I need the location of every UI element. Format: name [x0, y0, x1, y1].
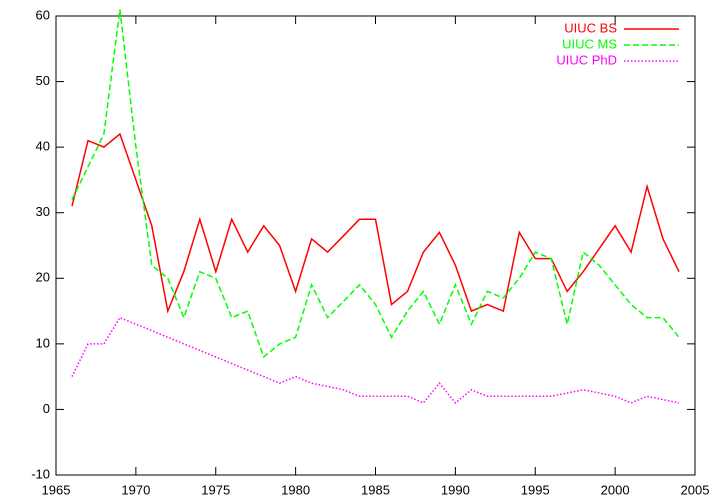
series-line: [71, 9, 680, 359]
y-tick-label: 50: [36, 73, 50, 88]
x-tick-label: 1975: [201, 482, 230, 497]
legend-label: UIUC BS: [564, 20, 617, 35]
x-tick-label: 1980: [281, 482, 310, 497]
y-tick-label: 60: [36, 7, 50, 22]
y-tick-label: 40: [36, 139, 50, 154]
plot-frame: [55, 15, 696, 476]
legend-label: UIUC PhD: [556, 52, 617, 67]
x-tick-label: 1985: [361, 482, 390, 497]
x-tick-label: 1995: [521, 482, 550, 497]
y-tick-label: 10: [36, 335, 50, 350]
x-tick-label: 1965: [42, 482, 71, 497]
x-tick-label: 1970: [121, 482, 150, 497]
x-tick-label: 2000: [601, 482, 630, 497]
y-tick-label: -10: [31, 466, 50, 481]
y-tick-label: 30: [36, 204, 50, 219]
series-line: [71, 316, 680, 404]
legend-label: UIUC MS: [562, 36, 617, 51]
x-tick-label: 2005: [681, 482, 710, 497]
series-line: [71, 132, 680, 314]
y-tick-label: 0: [43, 401, 50, 416]
x-tick-label: 1990: [441, 482, 470, 497]
y-tick-label: 20: [36, 270, 50, 285]
